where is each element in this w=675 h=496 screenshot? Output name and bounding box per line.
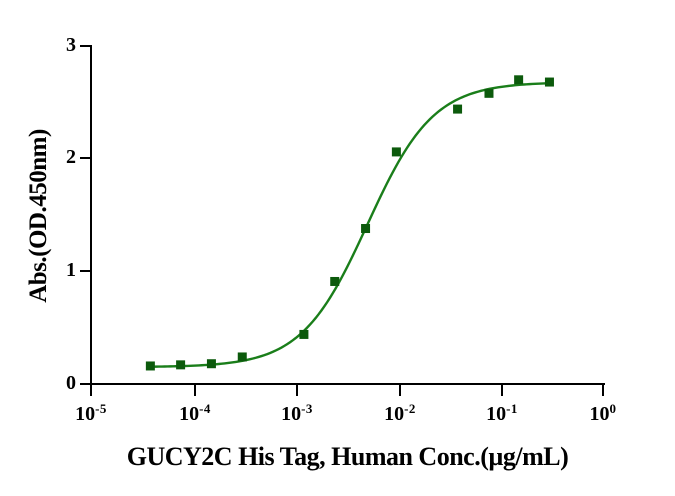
tick-base: 10: [179, 403, 200, 425]
data-point: [361, 224, 371, 234]
data-point: [330, 276, 340, 286]
tick-exponent: -5: [95, 401, 107, 416]
y-tick: [80, 383, 90, 385]
y-axis-line: [90, 45, 92, 385]
y-tick-label-2: 2: [66, 146, 76, 168]
data-point: [514, 75, 524, 85]
tick-exponent: 0: [609, 401, 617, 416]
data-point: [299, 329, 309, 339]
data-point: [237, 352, 247, 362]
data-point: [453, 104, 463, 114]
x-tick: [296, 385, 298, 396]
y-tick-label-0: 0: [66, 372, 76, 394]
x-tick-label-1e-4: 10-4: [157, 401, 233, 426]
x-tick-label-1e-3: 10-3: [259, 401, 335, 426]
tick-base: 10: [75, 403, 96, 425]
data-point: [544, 77, 554, 87]
y-tick: [80, 45, 90, 47]
data-point: [145, 361, 155, 371]
tick-base: 10: [589, 403, 610, 425]
x-tick-label-1e-2: 10-2: [362, 401, 438, 426]
x-tick: [399, 385, 401, 396]
fit-curve: [149, 81, 551, 368]
y-tick-label-1: 1: [66, 259, 76, 281]
y-tick: [80, 270, 90, 272]
tick-exponent: -2: [404, 401, 416, 416]
tick-exponent: -3: [301, 401, 313, 416]
tick-base: 10: [486, 403, 507, 425]
tick-exponent: -1: [506, 401, 518, 416]
tick-exponent: -4: [199, 401, 211, 416]
tick-base: 10: [281, 403, 302, 425]
x-tick-label-1e-5: 10-5: [53, 401, 129, 426]
x-axis-line: [90, 383, 605, 385]
x-tick-label-1e-1: 10-1: [464, 401, 540, 426]
data-point: [391, 147, 401, 157]
data-point: [176, 360, 186, 370]
y-tick: [80, 157, 90, 159]
tick-base: 10: [384, 403, 405, 425]
x-tick: [194, 385, 196, 396]
data-point: [206, 359, 216, 369]
x-tick-label-1e0: 100: [565, 401, 641, 426]
data-point: [484, 88, 494, 98]
x-tick: [90, 385, 92, 396]
x-axis-title: GUCY2C His Tag, Human Conc.(µg/mL): [126, 442, 569, 471]
x-tick: [602, 385, 604, 396]
y-tick-label-3: 3: [66, 34, 76, 56]
x-tick: [501, 385, 503, 396]
